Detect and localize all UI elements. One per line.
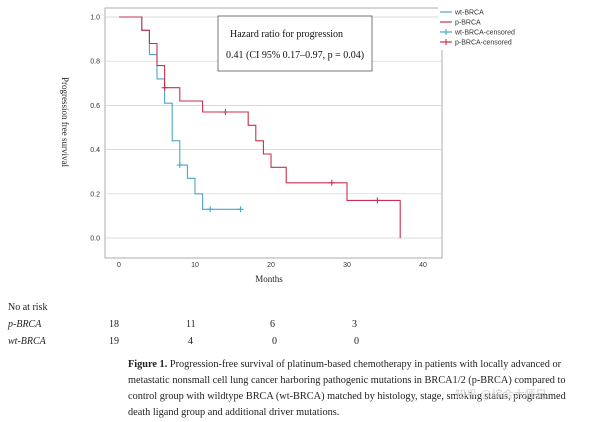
x-axis-title: Months	[255, 274, 283, 284]
figure-caption: Figure 1. Progression-free survival of p…	[128, 357, 590, 421]
legend-label: p-BRCA-censored	[455, 40, 512, 47]
caption-text: Progression-free survival of platinum-ba…	[128, 359, 566, 418]
legend-label: wt-BRCA-censored	[454, 30, 515, 37]
legend-label: wt-BRCA	[454, 10, 484, 17]
x-tick-label: 40	[419, 262, 427, 269]
watermark: 知乎 @综合大师兄	[455, 388, 547, 401]
legend-background	[438, 6, 558, 50]
x-tick-label: 30	[343, 262, 351, 269]
x-axis-ticks: 0 10 20 30 40	[117, 262, 427, 269]
risk-count: 3	[352, 319, 357, 330]
x-tick-label: 20	[267, 262, 275, 269]
y-tick-label: 0.2	[90, 191, 100, 198]
y-axis-title: Progression free survival	[60, 77, 70, 167]
legend-label: p-BRCA	[455, 20, 481, 27]
risk-table-header: No at risk	[8, 302, 48, 313]
risk-count: 4	[188, 336, 193, 347]
y-tick-label: 0.4	[90, 147, 100, 154]
caption-label: Figure 1.	[128, 359, 168, 370]
y-tick-label: 0.0	[90, 236, 100, 243]
x-tick-label: 10	[191, 262, 199, 269]
survival-curves	[119, 16, 401, 238]
risk-count: 11	[186, 319, 196, 330]
annotation-box	[217, 15, 373, 72]
y-tick-label: 0.6	[90, 103, 100, 110]
risk-count: 0	[354, 336, 359, 347]
y-axis-ticks: 0.0 0.2 0.4 0.6 0.8 1.0	[90, 15, 100, 243]
censor-marks	[161, 84, 381, 213]
legend: wt-BRCA p-BRCA wt-BRCA-censored p-BRCA-cens…	[438, 6, 558, 50]
y-tick-label: 0.8	[90, 59, 100, 66]
annotation-line-1: Hazard ratio for progression	[230, 29, 343, 40]
y-tick-label: 1.0	[90, 15, 100, 22]
risk-count: 18	[109, 319, 119, 330]
survival-curve-p-BRCA	[119, 16, 401, 238]
risk-row-label-wt-brca: wt-BRCA	[8, 336, 46, 347]
x-tick-label: 0	[117, 262, 121, 269]
risk-row-label-p-brca: p-BRCA	[8, 319, 42, 330]
annotation-line-2: 0.41 (CI 95% 0.17–0.97, p = 0.04)	[226, 50, 364, 61]
risk-count: 6	[270, 319, 275, 330]
risk-count: 0	[272, 336, 277, 347]
hazard-ratio-annotation: Hazard ratio for progression 0.41 (CI 95…	[217, 15, 373, 72]
risk-count: 19	[109, 336, 119, 347]
km-chart: 0.0 0.2 0.4 0.6 0.8 1.0 0 10 20 30 40 Progression…	[60, 6, 558, 284]
